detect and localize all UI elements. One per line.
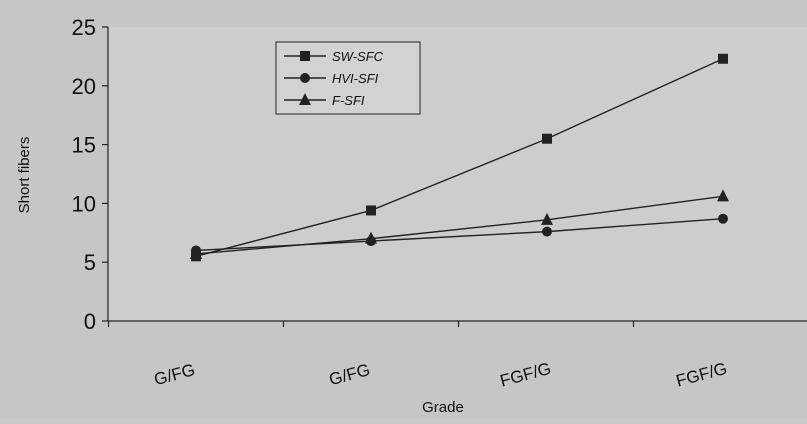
legend-item-sw-sfc: SW-SFC [284,49,384,64]
legend-marker-sw-sfc [300,51,310,61]
legend-item-f-sfi: F-SFI [284,93,365,108]
y-tick-label: 10 [72,191,96,216]
data-point-f-sfi [717,189,729,202]
legend-label: SW-SFC [332,49,384,64]
data-point-f-sfi [190,246,202,259]
plot-area [108,27,807,321]
y-tick-label: 15 [72,133,96,158]
y-tick-label: 5 [84,250,96,275]
data-point-hvi-sfi [542,226,552,237]
data-point-sw-sfc [366,205,376,216]
series-layer [190,53,729,262]
data-point-f-sfi [365,231,377,244]
data-point-sw-sfc [718,53,728,64]
data-point-sw-sfc [542,133,552,144]
y-tick-label: 25 [72,15,96,40]
series-line-sw-sfc [195,58,724,257]
series-line-f-sfi [195,195,724,255]
data-point-hvi-sfi [718,213,728,224]
data-point-f-sfi [541,212,553,225]
y-axis-label: Short fibers [16,137,33,214]
legend-item-hvi-sfi: HVI-SFI [284,71,379,86]
legend-marker-f-sfi [299,93,311,105]
series-f-sfi [190,189,729,259]
y-tick-label: 20 [72,74,96,99]
x-axis-label: Grade [422,399,464,416]
legend-label: HVI-SFI [332,71,379,86]
legend-marker-hvi-sfi [300,73,310,83]
legend: SW-SFC HVI-SFI F-SFI [275,41,421,115]
legend-label: F-SFI [332,93,365,108]
y-tick-label: 0 [84,309,96,334]
